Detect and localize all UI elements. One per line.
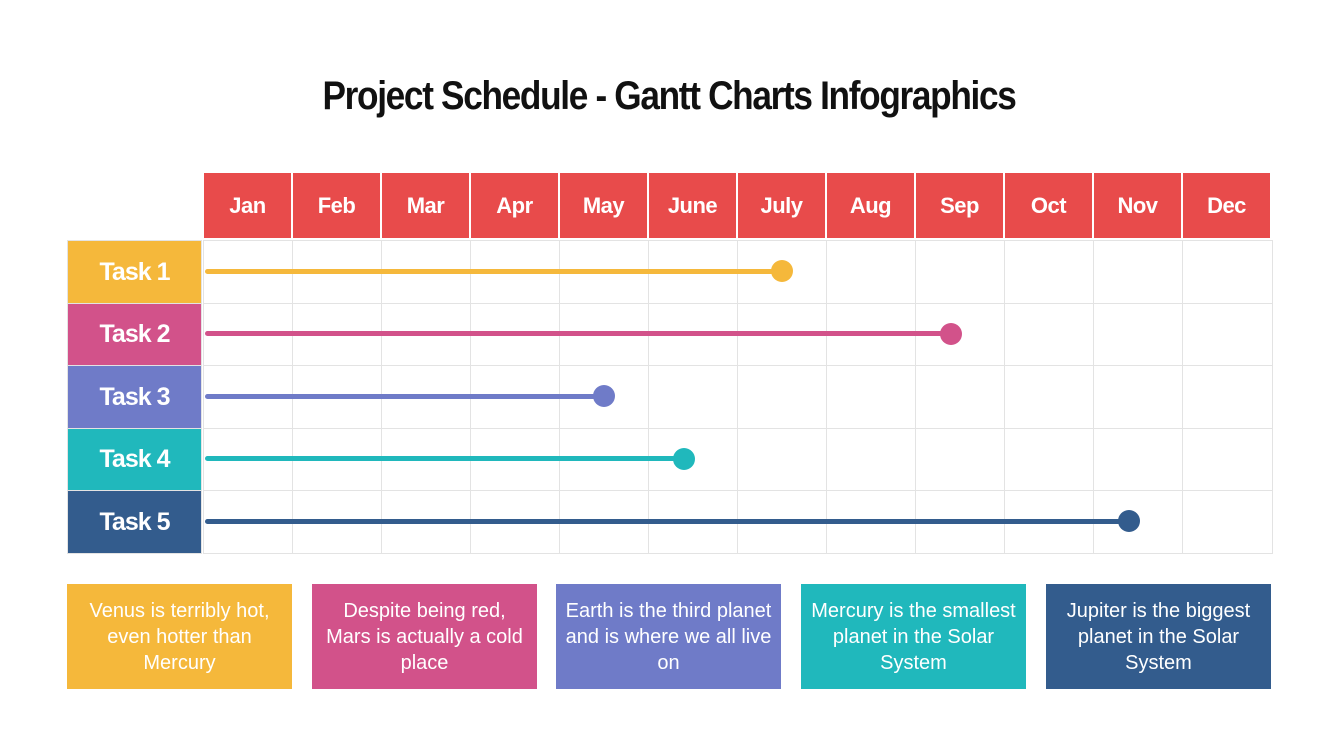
grid-cell [826, 240, 917, 304]
grid-cell [1182, 240, 1273, 304]
grid-cell [915, 240, 1006, 304]
task-bar [205, 268, 782, 274]
grid-cell [737, 365, 828, 429]
grid-cell [915, 365, 1006, 429]
grid-cell [648, 365, 739, 429]
month-header: Dec [1183, 173, 1270, 238]
grid-cell [1093, 427, 1184, 492]
grid-cell [1093, 240, 1184, 304]
grid-cell [1093, 365, 1184, 429]
task-bar [205, 331, 951, 337]
task-bar [205, 518, 1129, 524]
task-end-marker [1117, 510, 1140, 533]
page-title: Project Schedule - Gantt Charts Infograp… [322, 74, 1017, 118]
grid-cell [1093, 302, 1184, 367]
grid-cell [1182, 427, 1273, 492]
note-card: Despite being red, Mars is actually a co… [312, 584, 537, 689]
month-header: Feb [293, 173, 380, 238]
month-header: Nov [1094, 173, 1181, 238]
grid-cell [1182, 302, 1273, 367]
month-header: Sep [916, 173, 1003, 238]
note-card: Jupiter is the biggest planet in the Sol… [1046, 584, 1271, 689]
task-label: Task 5 [67, 490, 202, 554]
grid-cell [1004, 240, 1095, 304]
month-header: Apr [471, 173, 558, 238]
grid-cell [1004, 427, 1095, 492]
task-label: Task 1 [67, 240, 202, 304]
task-label: Task 3 [67, 365, 202, 429]
task-end-marker [592, 385, 615, 408]
grid-cell [915, 427, 1006, 492]
month-header: May [560, 173, 647, 238]
month-header: Jan [204, 173, 291, 238]
grid-cell [1004, 302, 1095, 367]
grid-cell [826, 365, 917, 429]
task-end-marker [939, 322, 962, 345]
task-bar [205, 456, 684, 462]
grid-cell [1004, 365, 1095, 429]
grid-cell [737, 427, 828, 492]
month-header: June [649, 173, 736, 238]
grid-cell [1182, 365, 1273, 429]
month-header: July [738, 173, 825, 238]
note-card: Venus is terribly hot, even hotter than … [67, 584, 292, 689]
task-end-marker [672, 447, 695, 470]
task-bar [205, 393, 604, 399]
note-card: Earth is the third planet and is where w… [556, 584, 781, 689]
grid-cell [826, 427, 917, 492]
task-label: Task 2 [67, 302, 202, 367]
task-label: Task 4 [67, 427, 202, 492]
month-header: Oct [1005, 173, 1092, 238]
month-header: Mar [382, 173, 469, 238]
note-card: Mercury is the smallest planet in the So… [801, 584, 1026, 689]
grid-cell [1182, 490, 1273, 554]
task-end-marker [770, 260, 793, 283]
month-header: Aug [827, 173, 914, 238]
